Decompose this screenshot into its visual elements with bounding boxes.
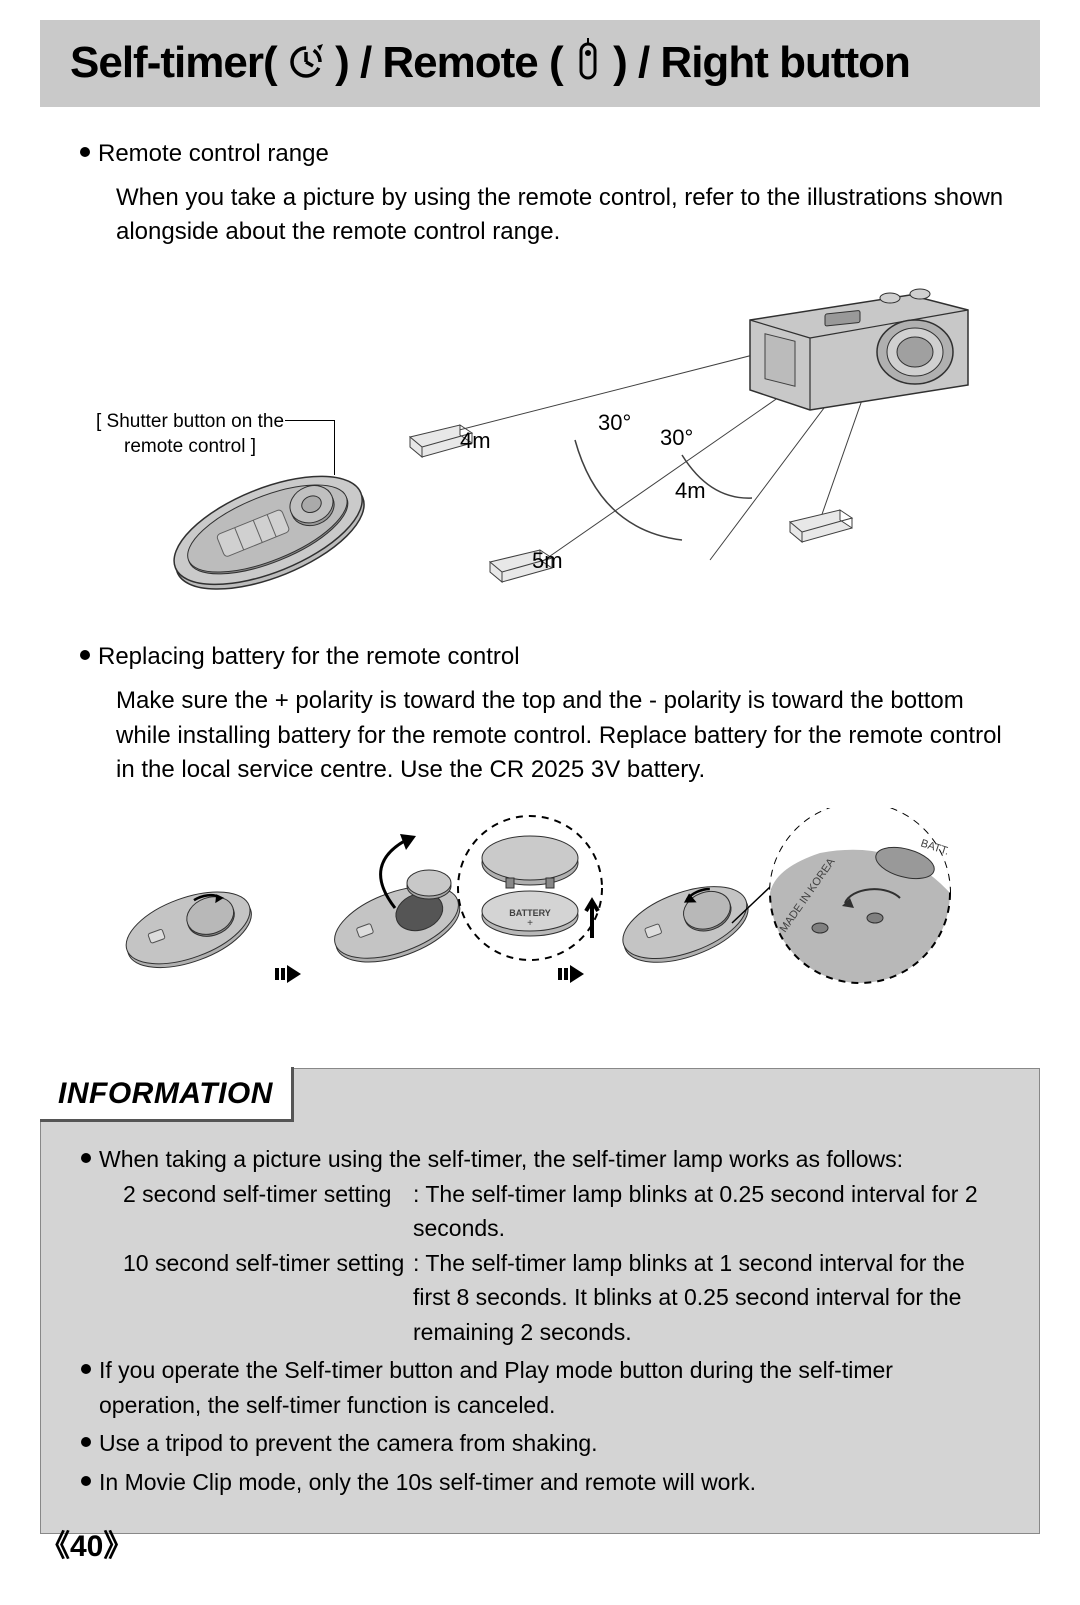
range-4m-right: 4m xyxy=(675,478,706,504)
heading-text: Replacing battery for the remote control xyxy=(98,640,520,674)
info-item-2: If you operate the Self-timer button and… xyxy=(81,1353,999,1422)
camera-illustration xyxy=(740,280,980,420)
battery-label: BATTERY xyxy=(509,908,551,918)
information-box: INFORMATION When taking a picture using … xyxy=(40,1068,1040,1534)
info-lead-2: If you operate the Self-timer button and… xyxy=(99,1353,999,1422)
self-timer-icon xyxy=(286,40,326,91)
shutter-callout-label: [ Shutter button on the remote control ] xyxy=(80,410,300,459)
battery-body-text: Make sure the + polarity is toward the t… xyxy=(116,684,1020,788)
timer-2s-label: 2 second self-timer setting xyxy=(123,1177,413,1246)
info-lead-3: Use a tripod to prevent the camera from … xyxy=(99,1426,598,1461)
info-item-4: In Movie Clip mode, only the 10s self-ti… xyxy=(81,1465,999,1500)
information-title: INFORMATION xyxy=(58,1077,273,1111)
remote-control-illustration xyxy=(150,465,390,605)
heading-text: Remote control range xyxy=(98,137,329,171)
info-lead-4: In Movie Clip mode, only the 10s self-ti… xyxy=(99,1465,756,1500)
range-diagram: [ Shutter button on the remote control ] xyxy=(80,270,980,610)
title-part-3: ) / Right button xyxy=(613,38,910,87)
range-5m: 5m xyxy=(532,548,563,574)
timer-10s-desc: : The self-timer lamp blinks at 1 second… xyxy=(413,1246,999,1350)
information-header: INFORMATION xyxy=(40,1067,294,1122)
range-30-right: 30° xyxy=(660,425,693,451)
info-item-1: When taking a picture using the self-tim… xyxy=(81,1142,999,1349)
info-item-3: Use a tripod to prevent the camera from … xyxy=(81,1426,999,1461)
section-heading-range: Remote control range xyxy=(80,137,1020,171)
page-header: Self-timer( ) / Remote ( ) / Right butto… xyxy=(40,20,1040,107)
range-30-left: 30° xyxy=(598,410,631,436)
page-title: Self-timer( ) / Remote ( ) / Right butto… xyxy=(70,38,1010,93)
battery-replacement-diagram: BATTERY + xyxy=(100,808,1000,1038)
bullet-icon xyxy=(81,1364,91,1374)
section-heading-battery: Replacing battery for the remote control xyxy=(80,640,1020,674)
info-lead-1: When taking a picture using the self-tim… xyxy=(99,1142,999,1177)
svg-text:+: + xyxy=(527,918,533,929)
bullet-icon xyxy=(81,1437,91,1447)
timer-10s-label: 10 second self-timer setting xyxy=(123,1246,413,1350)
title-part-2: ) / Remote ( xyxy=(335,38,563,87)
bullet-icon xyxy=(81,1153,91,1163)
bullet-icon xyxy=(80,650,90,660)
timer-2s-desc: : The self-timer lamp blinks at 0.25 sec… xyxy=(413,1177,999,1246)
title-part-1: Self-timer( xyxy=(70,38,277,87)
bullet-icon xyxy=(81,1476,91,1486)
bullet-icon xyxy=(80,147,90,157)
range-body-text: When you take a picture by using the rem… xyxy=(116,181,1020,251)
range-4m-left: 4m xyxy=(460,428,491,454)
page-number: 40 xyxy=(40,1521,133,1565)
remote-icon xyxy=(576,38,600,93)
